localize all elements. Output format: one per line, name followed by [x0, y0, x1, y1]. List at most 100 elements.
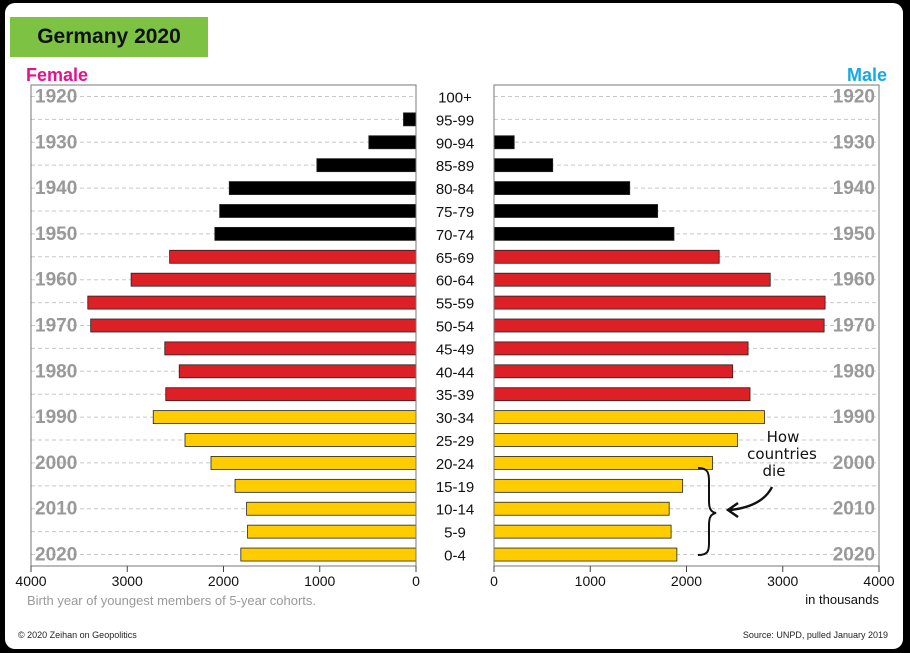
age-group-label: 60-64 — [436, 273, 474, 290]
annotation-arrowhead — [725, 501, 739, 519]
male-year-label: 1920 — [833, 86, 875, 107]
age-group-label: 70-74 — [436, 227, 474, 244]
units-note: in thousands — [805, 592, 879, 607]
age-group-label: 0-4 — [444, 548, 466, 565]
age-group-label: 55-59 — [436, 296, 474, 313]
copyright-note: © 2020 Zeihan on Geopolitics — [18, 630, 137, 640]
chart-title: Germany 2020 — [10, 17, 208, 57]
female-bar-80-84 — [228, 181, 417, 195]
age-group-label: 80-84 — [436, 181, 474, 198]
age-group-label: 35-39 — [436, 387, 474, 404]
female-bar-40-44 — [178, 364, 417, 379]
female-year-label: 2000 — [35, 453, 77, 474]
female-bar-75-79 — [219, 204, 417, 218]
male-year-label: 1930 — [833, 132, 875, 153]
female-bar-90-94 — [368, 135, 417, 150]
male-year-label: 2010 — [833, 499, 875, 520]
male-year-label: 2020 — [833, 545, 875, 566]
female-year-label: 2010 — [35, 499, 77, 520]
age-group-label: 20-24 — [436, 456, 474, 473]
female-bar-15-19 — [234, 478, 417, 493]
female-year-label: 1970 — [35, 316, 77, 337]
age-group-label: 10-14 — [436, 502, 474, 519]
male-year-label: 1960 — [833, 270, 875, 291]
age-group-label: 40-44 — [436, 364, 474, 381]
age-group-label: 100+ — [438, 89, 472, 106]
female-x-tick-label: 2000 — [208, 573, 239, 589]
male-x-tick-label: 3000 — [767, 573, 798, 589]
male-bar-45-49 — [493, 341, 749, 356]
female-bar-5-9 — [247, 524, 417, 539]
female-bar-65-69 — [169, 249, 417, 264]
female-year-label: 1920 — [35, 86, 77, 107]
source-note: Source: UNPD, pulled January 2019 — [742, 630, 888, 640]
age-group-label: 90-94 — [436, 135, 474, 152]
female-year-label: 1950 — [35, 224, 77, 245]
male-panel-label: Male — [846, 65, 887, 85]
age-group-label: 25-29 — [436, 433, 474, 450]
male-year-label: 1990 — [833, 407, 875, 428]
age-group-label: 50-54 — [436, 319, 474, 336]
male-bar-30-34 — [493, 410, 765, 425]
annotation-layer: How countries die — [697, 428, 817, 556]
category-label-layer: 100+ 95-99 90-94 85-89 80-84 75-79 70-74 65-69 6… — [436, 89, 474, 564]
female-bar-20-24 — [210, 456, 417, 470]
male-year-label: 2000 — [833, 453, 875, 474]
female-panel-label: Female — [26, 65, 89, 85]
female-bar-0-4 — [240, 547, 417, 562]
male-year-label: 1950 — [833, 224, 875, 245]
male-bar-35-39 — [493, 387, 751, 402]
age-group-label: 75-79 — [436, 204, 474, 221]
annotation-line-2: countries — [747, 445, 817, 463]
male-bar-75-79 — [493, 204, 659, 218]
male-bar-60-64 — [493, 272, 771, 287]
female-bar-35-39 — [165, 387, 417, 402]
annotation-line-1: How — [767, 428, 800, 446]
female-year-label: 1990 — [35, 407, 77, 428]
female-bar-10-14 — [246, 501, 417, 516]
age-group-label: 15-19 — [436, 479, 474, 496]
male-year-label: 1980 — [833, 361, 875, 382]
male-bar-25-29 — [493, 433, 738, 447]
female-bar-70-74 — [214, 226, 417, 241]
age-group-label: 30-34 — [436, 410, 474, 427]
male-bar-5-9 — [493, 524, 672, 539]
chart-frame: Germany 2020 Female Male 1920 1920 1930 193… — [5, 3, 903, 649]
female-x-tick-label: 4000 — [15, 573, 46, 589]
male-bar-85-89 — [493, 158, 554, 173]
male-bar-90-94 — [493, 135, 515, 150]
male-bar-15-19 — [493, 478, 684, 493]
male-x-tick-label: 1000 — [575, 573, 606, 589]
female-bar-30-34 — [152, 410, 417, 425]
male-bar-70-74 — [493, 226, 675, 241]
annotation-brace — [697, 467, 717, 556]
female-bar-95-99 — [403, 112, 417, 127]
male-bar-40-44 — [493, 364, 734, 379]
male-x-tick-label: 0 — [490, 573, 498, 589]
female-year-label: 1980 — [35, 361, 77, 382]
female-x-tick-label: 3000 — [112, 573, 143, 589]
female-bar-50-54 — [90, 318, 417, 333]
female-x-tick-label: 1000 — [304, 573, 335, 589]
female-year-label: 1960 — [35, 270, 77, 291]
age-group-label: 95-99 — [436, 112, 474, 129]
male-bar-50-54 — [493, 318, 825, 333]
male-bar-20-24 — [493, 456, 713, 470]
female-year-label: 1930 — [35, 132, 77, 153]
female-year-label: 2020 — [35, 545, 77, 566]
age-group-label: 5-9 — [444, 525, 466, 542]
female-bar-60-64 — [130, 272, 417, 287]
male-bar-10-14 — [493, 501, 670, 516]
male-bar-55-59 — [493, 295, 826, 310]
male-x-tick-label: 4000 — [863, 573, 894, 589]
annotation-line-3: die — [763, 462, 786, 480]
female-x-tick-label: 0 — [412, 573, 420, 589]
axis-note: Birth year of youngest members of 5-year… — [27, 593, 317, 608]
age-group-label: 85-89 — [436, 158, 474, 175]
annotation-arrow — [729, 486, 774, 512]
population-pyramid: 1920 1920 1930 1930 1940 1940 1950 1950 1960 1960… — [15, 84, 895, 589]
female-bar-45-49 — [164, 341, 417, 356]
age-group-label: 45-49 — [436, 341, 474, 358]
male-year-label: 1970 — [833, 316, 875, 337]
axis-layer: 4000 3000 2000 1000 0 0 1000 2000 3000 4000 — [15, 84, 895, 589]
